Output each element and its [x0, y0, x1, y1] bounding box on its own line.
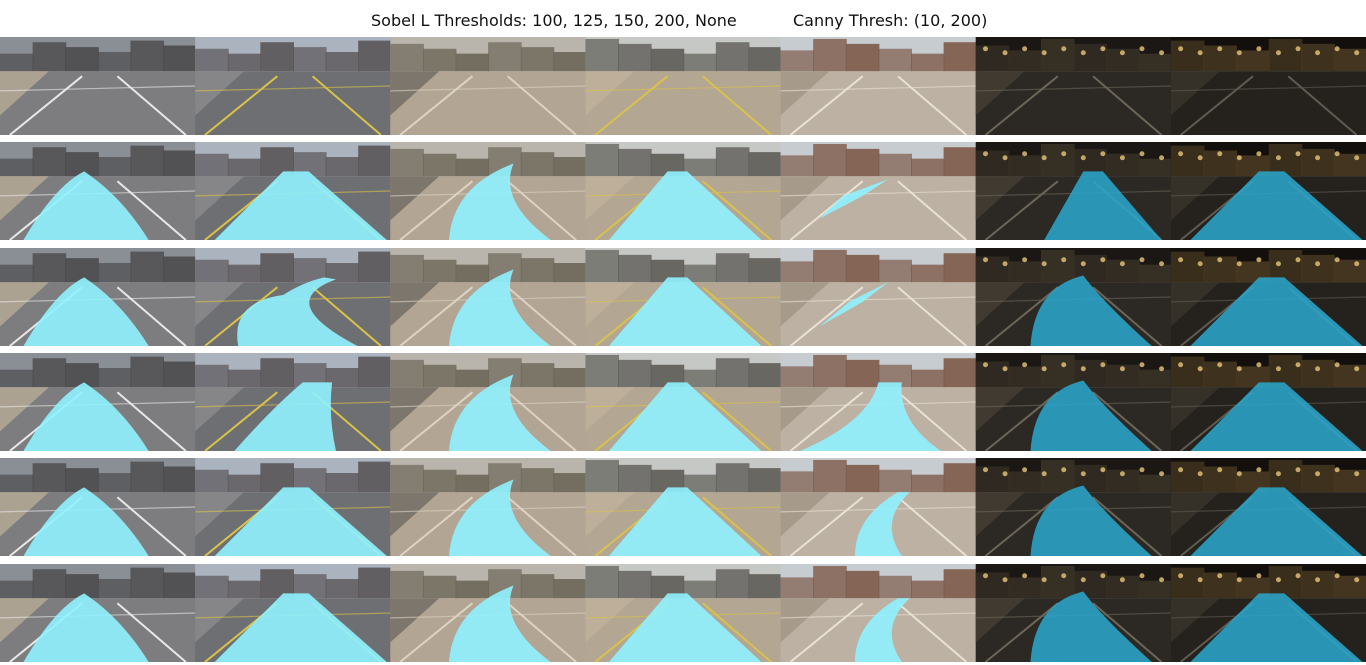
lane-overlay [214, 487, 387, 556]
lane-overlay [234, 382, 337, 451]
tile-beige-road-right-curve [780, 353, 978, 451]
lane-overlay [23, 277, 149, 346]
tile-beige-road-left [390, 248, 587, 346]
grid-row-3-overlay [0, 248, 1366, 346]
tile-night-road-left [975, 458, 1173, 556]
tile-asphalt-yellow-lines [195, 458, 392, 556]
tile-night-road-left [975, 248, 1173, 346]
lane-overlay [608, 487, 762, 556]
tile-night-road-straight [1170, 458, 1366, 556]
tile-beige-road-right-curve [780, 248, 978, 346]
tile-night-road-left [975, 37, 1173, 135]
tile-night-road-straight [1170, 248, 1366, 346]
tile-beige-road-left [390, 564, 587, 662]
tile-beige-road-yellow-lines [585, 458, 783, 556]
tile-asphalt-yellow-lines [195, 142, 392, 240]
tile-gray-road-left-curve [0, 142, 197, 240]
sobel-thresholds-title: Sobel L Thresholds: 100, 125, 150, 200, … [371, 11, 737, 30]
row-image-strip [0, 37, 1366, 135]
tile-night-road-straight [1170, 37, 1366, 135]
tile-night-road-left [975, 353, 1173, 451]
tile-gray-road-left-curve [0, 37, 197, 135]
tile-night-road-straight [1170, 564, 1366, 662]
tile-night-road-left [975, 142, 1173, 240]
lane-overlay [608, 382, 762, 451]
lane-overlay [1030, 485, 1152, 556]
lane-overlay [854, 492, 910, 556]
lane-overlay [1190, 487, 1363, 556]
lane-overlay [448, 374, 551, 451]
lane-overlay [23, 171, 149, 240]
lane-overlay [214, 593, 387, 662]
tile-gray-road-left-curve [0, 458, 197, 556]
lane-overlay [23, 593, 149, 662]
lane-overlay [608, 277, 762, 346]
tile-beige-road-left [390, 458, 587, 556]
grid-row-1-original [0, 37, 1366, 135]
lane-overlay [1190, 382, 1363, 451]
row-image-strip [0, 142, 1366, 240]
lane-overlay [1190, 277, 1363, 346]
lane-overlay [819, 179, 889, 219]
lane-overlay [448, 269, 551, 346]
lane-overlay [1190, 593, 1363, 662]
lane-overlay [1190, 171, 1363, 240]
lane-overlay [608, 171, 762, 240]
tile-beige-road-yellow-lines [585, 142, 783, 240]
lane-overlay [1030, 591, 1152, 662]
tile-beige-road-left [390, 353, 587, 451]
tile-beige-road-left [390, 37, 587, 135]
row-image-strip [0, 564, 1366, 662]
tile-night-road-left [975, 564, 1173, 662]
canny-threshold-title: Canny Thresh: (10, 200) [793, 11, 988, 30]
lane-overlay [800, 382, 941, 451]
tile-beige-road-right-curve [780, 142, 978, 240]
lane-overlay [448, 479, 551, 556]
lane-overlay [448, 585, 551, 662]
tile-beige-road-left [390, 142, 587, 240]
tile-beige-road-yellow-lines [585, 37, 783, 135]
lane-overlay [608, 593, 762, 662]
tile-night-road-straight [1170, 142, 1366, 240]
tile-asphalt-yellow-lines [195, 353, 392, 451]
tile-gray-road-left-curve [0, 353, 197, 451]
tile-beige-road-right-curve [780, 37, 978, 135]
lane-overlay [237, 277, 358, 346]
tile-asphalt-yellow-lines [195, 248, 392, 346]
lane-overlay [854, 598, 910, 662]
lane-overlay [1030, 275, 1152, 346]
tile-asphalt-yellow-lines [195, 37, 392, 135]
grid-row-2-overlay [0, 142, 1366, 240]
lane-overlay [819, 282, 889, 327]
tile-beige-road-yellow-lines [585, 353, 783, 451]
lane-overlay [23, 487, 149, 556]
tile-gray-road-left-curve [0, 248, 197, 346]
lane-overlay [1030, 380, 1152, 451]
lane-overlay [1044, 171, 1162, 240]
tile-beige-road-yellow-lines [585, 248, 783, 346]
grid-row-6-overlay [0, 564, 1366, 662]
grid-row-5-overlay [0, 458, 1366, 556]
tile-night-road-straight [1170, 353, 1366, 451]
grid-row-4-overlay [0, 353, 1366, 451]
figure-header: Sobel L Thresholds: 100, 125, 150, 200, … [0, 0, 1366, 38]
row-image-strip [0, 458, 1366, 556]
tile-beige-road-right-curve [780, 458, 978, 556]
tile-asphalt-yellow-lines [195, 564, 392, 662]
tile-beige-road-yellow-lines [585, 564, 783, 662]
lane-overlay [214, 171, 387, 240]
lane-overlay [23, 382, 149, 451]
row-image-strip [0, 248, 1366, 346]
lane-overlay [448, 163, 551, 240]
tile-gray-road-left-curve [0, 564, 197, 662]
row-image-strip [0, 353, 1366, 451]
tile-beige-road-right-curve [780, 564, 978, 662]
